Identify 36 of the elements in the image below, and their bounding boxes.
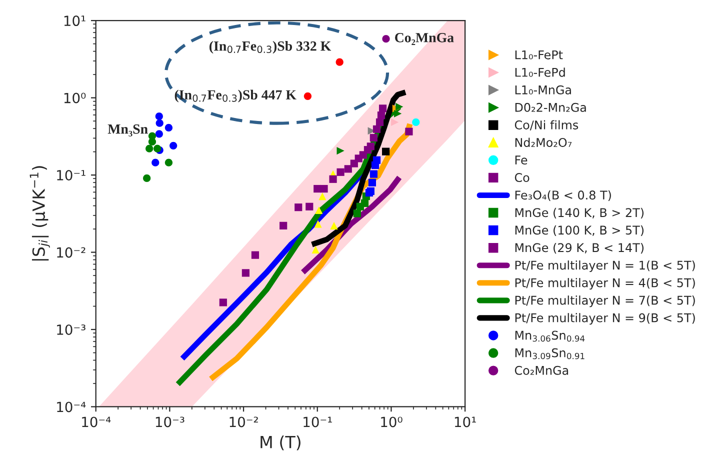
legend-label: Pt/Fe multilayer N = 9(B < 5T) xyxy=(515,313,695,325)
y-tick-label: 10⁻² xyxy=(57,247,86,258)
legend-label: L1₀-MnGa xyxy=(515,85,571,94)
legend-label: Pt/Fe multilayer N = 7(B < 5T) xyxy=(515,296,695,308)
legend-label: MnGe (29 K, B < 14T) xyxy=(515,242,644,254)
x-tick-label: 10¹ xyxy=(454,416,476,428)
legend-label: D0₂2-Mn₂Ga xyxy=(515,102,586,112)
legend-label: Fe₃O₄(B < 0.8 T) xyxy=(515,190,611,201)
legend-label: Nd₂Mo₂O₇ xyxy=(515,138,572,147)
x-tick-label: 10⁻³ xyxy=(156,416,184,428)
legend-label: Pt/Fe multilayer N = 1(B < 5T) xyxy=(515,260,695,272)
y-tick-label: 10⁰ xyxy=(64,92,86,104)
legend-label: Co xyxy=(514,173,530,182)
legend-label: Fe xyxy=(515,156,528,165)
annotation: (In$_{0.7}$Fe$_{0.3}$)Sb 332 K xyxy=(210,40,332,54)
legend-label: Mn$_{3.06}$Sn$_{0.94}$ xyxy=(515,330,585,342)
legend-label: L1₀-FePd xyxy=(515,68,565,77)
legend-label: MnGe (140 K, B > 2T) xyxy=(515,208,644,219)
x-tick-label: 10⁰ xyxy=(381,416,402,428)
legend-label: L1₀-FePt xyxy=(515,50,563,60)
annotation: Co₂MnGa xyxy=(395,32,454,45)
x-tick-label: 10⁻¹ xyxy=(304,416,332,428)
legend-label: MnGe (100 K, B > 5T) xyxy=(515,225,644,236)
x-tick-label: 10⁻⁴ xyxy=(82,416,111,428)
y-tick-label: 10⁻¹ xyxy=(57,170,86,181)
legend-label: Co₂MnGa xyxy=(514,366,568,375)
x-axis-title: M (T) xyxy=(260,435,300,450)
y-tick-label: 10⁻⁴ xyxy=(57,402,86,412)
y-tick-label: 10¹ xyxy=(64,16,86,26)
legend-label: Co/Ni films xyxy=(514,120,578,130)
y-axis-title: |S$_{ji}$| (μVK$^{−1}$) xyxy=(30,166,50,261)
annotation: Mn₃Sn xyxy=(108,124,148,136)
y-tick-label: 10⁻³ xyxy=(57,324,86,335)
x-tick-label: 10⁻² xyxy=(230,416,258,428)
legend-label: Pt/Fe multilayer N = 4(B < 5T) xyxy=(515,278,695,290)
legend-label: Mn$_{3.09}$Sn$_{0.91}$ xyxy=(515,348,584,360)
